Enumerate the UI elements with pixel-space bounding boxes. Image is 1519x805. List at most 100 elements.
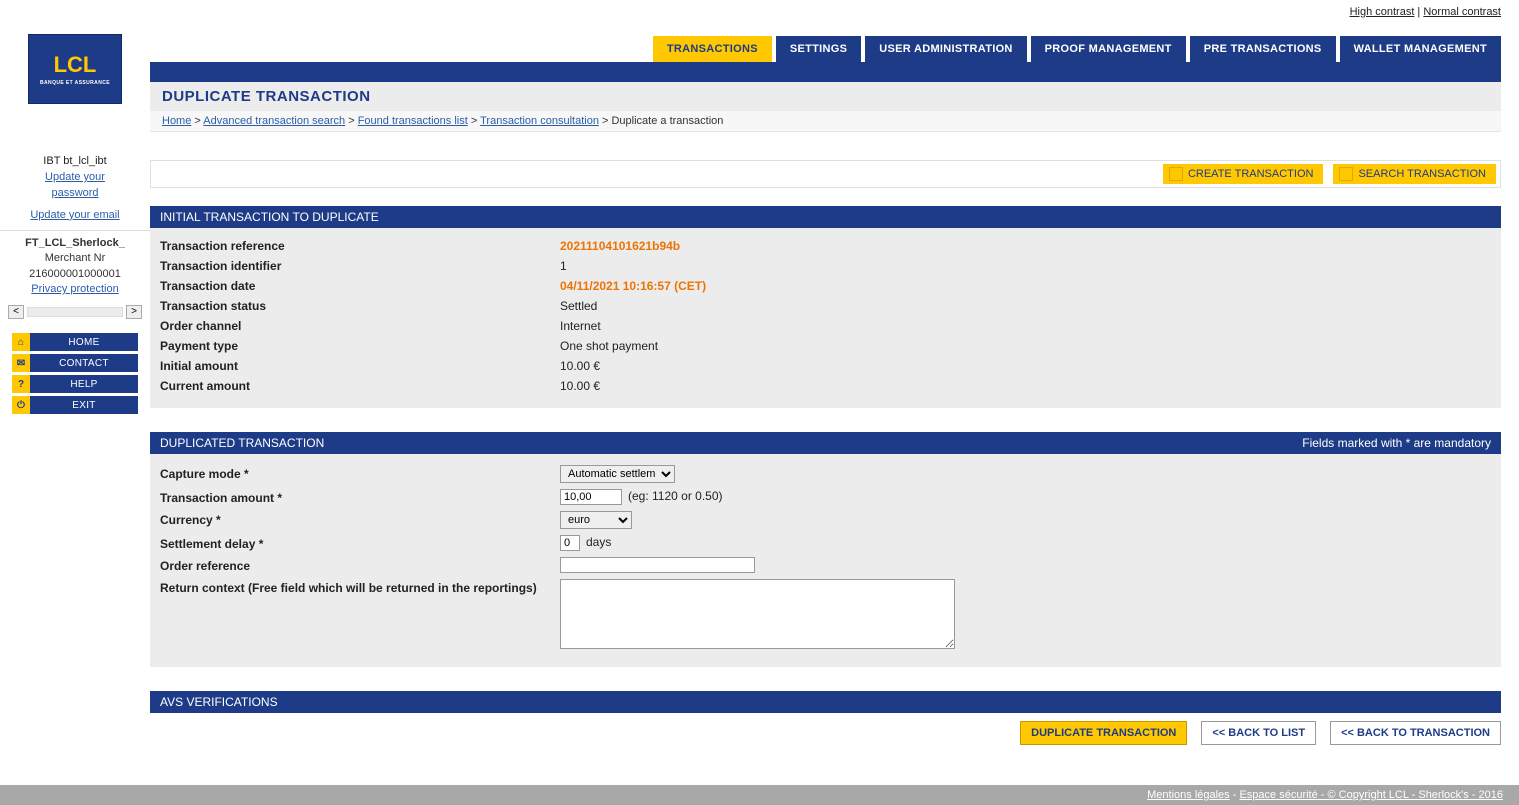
footer-legal[interactable]: Mentions légales xyxy=(1147,789,1230,801)
orderref-input[interactable] xyxy=(560,557,755,573)
logo: LCL BANQUE ET ASSURANCE xyxy=(28,34,122,104)
action-bar: CREATE TRANSACTION SEARCH TRANSACTION xyxy=(150,160,1501,188)
init-amount-value: 10.00 € xyxy=(560,359,600,373)
ptype-value: One shot payment xyxy=(560,339,658,353)
section-title: DUPLICATED TRANSACTION xyxy=(160,436,324,450)
section-duplicated-head: DUPLICATED TRANSACTION Fields marked wit… xyxy=(150,432,1501,454)
bc-search[interactable]: Advanced transaction search xyxy=(203,115,345,127)
tabs: TRANSACTIONS SETTINGS USER ADMINISTRATIO… xyxy=(150,24,1519,62)
date-value: 04/11/2021 10:16:57 (CET) xyxy=(560,279,706,293)
create-icon xyxy=(1169,167,1183,181)
bc-current: Duplicate a transaction xyxy=(611,115,723,127)
init-amount-label: Initial amount xyxy=(160,359,560,373)
bc-home[interactable]: Home xyxy=(162,115,191,127)
side-menu-help[interactable]: ?HELP xyxy=(12,375,138,393)
high-contrast-link[interactable]: High contrast xyxy=(1350,6,1415,18)
update-password-link[interactable]: Update yourpassword xyxy=(6,170,144,202)
section-initial-body: Transaction reference20211104101621b94b … xyxy=(150,228,1501,408)
ref-value: 20211104101621b94b xyxy=(560,239,680,253)
currency-label: Currency * xyxy=(160,511,560,527)
section-duplicated-body: Capture mode *Automatic settlement Trans… xyxy=(150,454,1501,667)
mandatory-note: Fields marked with * are mandatory xyxy=(1302,436,1491,450)
button-row: DUPLICATE TRANSACTION << BACK TO LIST <<… xyxy=(150,713,1501,775)
orderref-label: Order reference xyxy=(160,557,560,573)
contact-icon: ✉ xyxy=(12,354,30,372)
context-textarea[interactable] xyxy=(560,579,955,649)
section-title: AVS VERIFICATIONS xyxy=(160,695,278,709)
bc-consultation[interactable]: Transaction consultation xyxy=(480,115,599,127)
logo-text: LCL xyxy=(54,52,97,78)
scroll-nav: < > xyxy=(8,305,142,319)
side-menu-exit[interactable]: ⏻EXIT xyxy=(12,396,138,414)
create-label: CREATE TRANSACTION xyxy=(1188,168,1314,180)
id-label: Transaction identifier xyxy=(160,259,560,273)
tab-user-admin[interactable]: USER ADMINISTRATION xyxy=(865,36,1026,62)
status-value: Settled xyxy=(560,299,597,313)
update-email-link[interactable]: Update your email xyxy=(6,208,144,224)
cur-amount-label: Current amount xyxy=(160,379,560,393)
page-title: DUPLICATE TRANSACTION xyxy=(162,88,1489,105)
normal-contrast-link[interactable]: Normal contrast xyxy=(1423,6,1501,18)
back-to-list-button[interactable]: << BACK TO LIST xyxy=(1201,721,1316,745)
side-menu-home[interactable]: ⌂HOME xyxy=(12,333,138,351)
merchant-number: 216000001000001 xyxy=(0,267,150,282)
side-menu-label: HELP xyxy=(30,375,138,393)
tab-settings[interactable]: SETTINGS xyxy=(776,36,861,62)
scroll-track[interactable] xyxy=(27,307,123,317)
currency-select[interactable]: euro xyxy=(560,511,632,529)
user-name: IBT bt_lcl_ibt xyxy=(6,154,144,170)
side-menu-label: EXIT xyxy=(30,396,138,414)
back-to-transaction-button[interactable]: << BACK TO TRANSACTION xyxy=(1330,721,1501,745)
bc-found-list[interactable]: Found transactions list xyxy=(358,115,468,127)
tab-transactions[interactable]: TRANSACTIONS xyxy=(653,36,772,62)
ref-label: Transaction reference xyxy=(160,239,560,253)
status-label: Transaction status xyxy=(160,299,560,313)
scroll-left-button[interactable]: < xyxy=(8,305,24,319)
side-menu-label: HOME xyxy=(30,333,138,351)
header-strip xyxy=(150,62,1501,82)
home-icon: ⌂ xyxy=(12,333,30,351)
user-box: IBT bt_lcl_ibt Update yourpassword Updat… xyxy=(0,154,150,231)
channel-label: Order channel xyxy=(160,319,560,333)
context-label: Return context (Free field which will be… xyxy=(160,579,560,595)
side-menu-contact[interactable]: ✉CONTACT xyxy=(12,354,138,372)
side-menu-label: CONTACT xyxy=(30,354,138,372)
tab-pre-transactions[interactable]: PRE TRANSACTIONS xyxy=(1190,36,1336,62)
merchant-label: Merchant Nr xyxy=(0,251,150,266)
footer-security[interactable]: Espace sécurité xyxy=(1239,789,1317,801)
contrast-links: High contrast | Normal contrast xyxy=(0,0,1519,24)
footer: Mentions légales - Espace sécurité - © C… xyxy=(0,785,1519,805)
merchant-name: FT_LCL_Sherlock_ xyxy=(0,236,150,251)
scroll-right-button[interactable]: > xyxy=(126,305,142,319)
breadcrumb: Home > Advanced transaction search > Fou… xyxy=(150,111,1501,132)
section-initial-head: INITIAL TRANSACTION TO DUPLICATE xyxy=(150,206,1501,228)
cur-amount-value: 10.00 € xyxy=(560,379,600,393)
amount-label: Transaction amount * xyxy=(160,489,560,505)
merchant-box: FT_LCL_Sherlock_ Merchant Nr 21600000100… xyxy=(0,231,150,303)
side-menu: ⌂HOME ✉CONTACT ?HELP ⏻EXIT xyxy=(0,333,150,414)
delay-input[interactable] xyxy=(560,535,580,551)
page-title-bar: DUPLICATE TRANSACTION xyxy=(150,82,1501,111)
search-label: SEARCH TRANSACTION xyxy=(1358,168,1486,180)
footer-copyright: - © Copyright LCL - Sherlock's - 2016 xyxy=(1318,789,1503,801)
create-transaction-button[interactable]: CREATE TRANSACTION xyxy=(1163,164,1324,184)
section-title: INITIAL TRANSACTION TO DUPLICATE xyxy=(160,210,379,224)
delay-label: Settlement delay * xyxy=(160,535,560,551)
id-value: 1 xyxy=(560,259,567,273)
capture-mode-select[interactable]: Automatic settlement xyxy=(560,465,675,483)
amount-hint: (eg: 1120 or 0.50) xyxy=(628,489,723,503)
capture-label: Capture mode * xyxy=(160,465,560,481)
search-transaction-button[interactable]: SEARCH TRANSACTION xyxy=(1333,164,1496,184)
privacy-link[interactable]: Privacy protection xyxy=(0,282,150,297)
amount-input[interactable] xyxy=(560,489,622,505)
search-icon xyxy=(1339,167,1353,181)
date-label: Transaction date xyxy=(160,279,560,293)
logo-subtitle: BANQUE ET ASSURANCE xyxy=(40,80,110,86)
section-avs-head: AVS VERIFICATIONS xyxy=(150,691,1501,713)
channel-value: Internet xyxy=(560,319,601,333)
tab-proof-mgmt[interactable]: PROOF MANAGEMENT xyxy=(1031,36,1186,62)
exit-icon: ⏻ xyxy=(12,396,30,414)
duplicate-transaction-button[interactable]: DUPLICATE TRANSACTION xyxy=(1020,721,1187,745)
tab-wallet-mgmt[interactable]: WALLET MANAGEMENT xyxy=(1340,36,1501,62)
help-icon: ? xyxy=(12,375,30,393)
